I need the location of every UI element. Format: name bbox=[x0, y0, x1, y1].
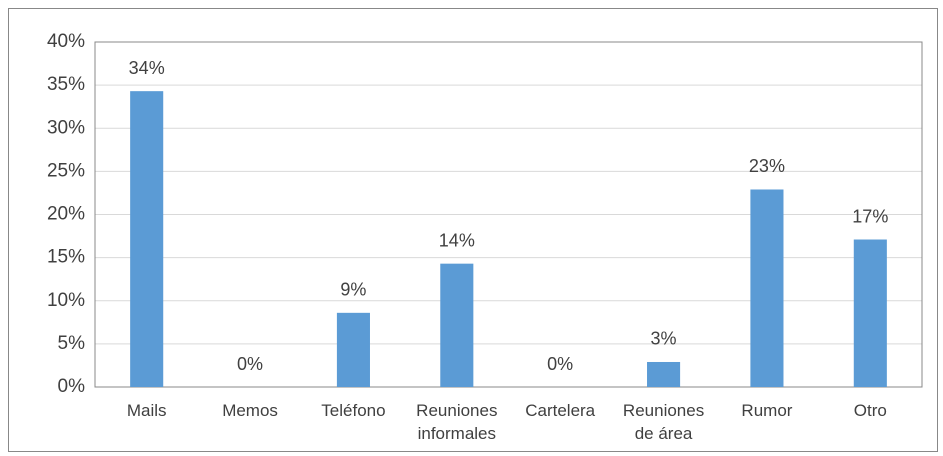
y-tick-label: 30% bbox=[47, 117, 85, 138]
x-tick-label: Rumor bbox=[741, 401, 793, 420]
bar bbox=[647, 361, 681, 387]
x-tick-label: Mails bbox=[126, 401, 167, 420]
x-tick-label: Reuniones informales bbox=[416, 401, 498, 443]
x-tick-label: Otro bbox=[853, 401, 887, 420]
bar bbox=[750, 189, 784, 387]
x-tick-label: Cartelera bbox=[525, 401, 596, 420]
chart-border bbox=[8, 8, 938, 452]
bar bbox=[130, 91, 164, 387]
data-label: 23% bbox=[749, 156, 785, 176]
data-label: 0% bbox=[547, 354, 573, 374]
y-tick-label: 35% bbox=[47, 74, 85, 95]
y-tick-label: 25% bbox=[47, 160, 85, 181]
x-tick-label: Reuniones de área bbox=[622, 401, 705, 443]
bar bbox=[336, 312, 370, 387]
bar bbox=[440, 263, 474, 387]
data-label: 3% bbox=[651, 329, 677, 349]
data-label: 0% bbox=[237, 354, 263, 374]
y-tick-label: 40% bbox=[47, 31, 85, 52]
x-tick-label: Teléfono bbox=[321, 401, 386, 420]
x-tick-label: Memos bbox=[222, 401, 278, 420]
plot-border bbox=[94, 41, 923, 388]
bar bbox=[853, 239, 887, 387]
y-tick-label: 10% bbox=[47, 290, 85, 311]
y-tick-label: 0% bbox=[58, 376, 86, 397]
y-tick-label: 20% bbox=[47, 204, 85, 225]
data-label: 14% bbox=[439, 230, 475, 250]
y-tick-label: 5% bbox=[58, 333, 86, 354]
data-label: 9% bbox=[340, 280, 366, 300]
data-label: 34% bbox=[129, 58, 165, 78]
y-tick-label: 15% bbox=[47, 247, 85, 268]
data-label: 17% bbox=[852, 206, 888, 226]
